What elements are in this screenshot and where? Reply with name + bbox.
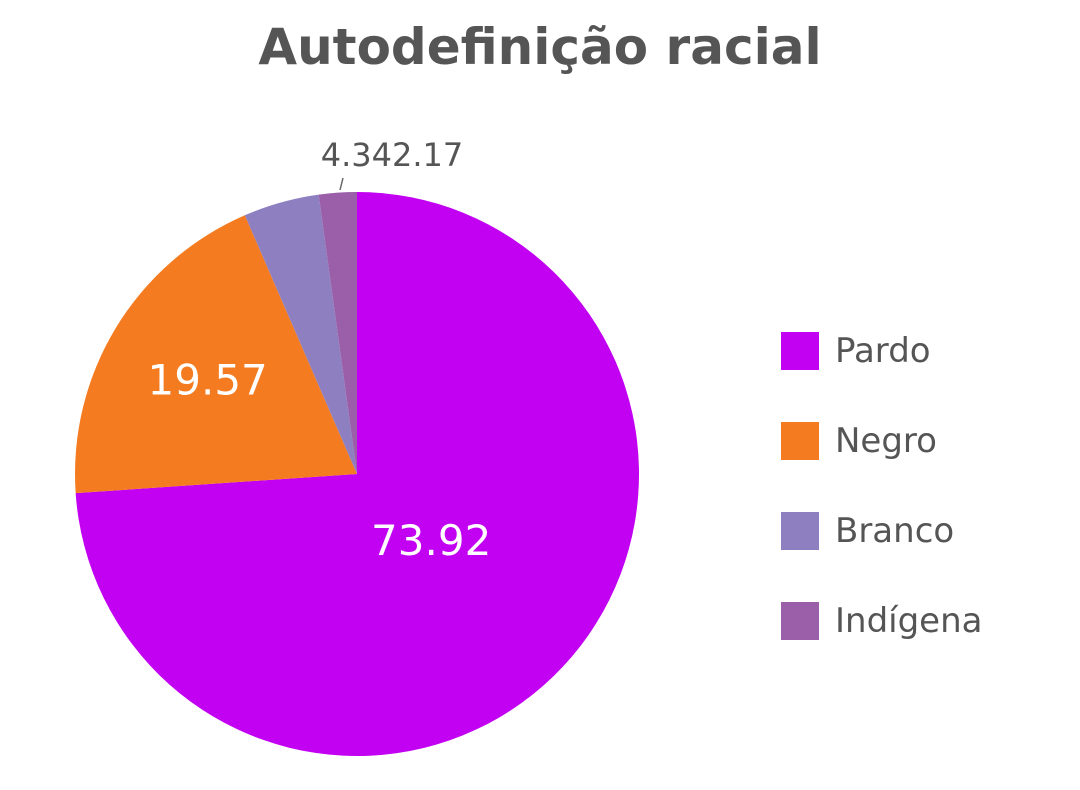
- legend-swatch-branco: [781, 512, 819, 550]
- pie-slice-indigena: [318, 192, 357, 474]
- data-label-1: 19.57: [148, 356, 268, 405]
- combined-outside-label: 4.342.17: [321, 136, 464, 174]
- pie-slice-pardo: [75, 192, 640, 757]
- legend-swatch-pardo: [781, 332, 819, 370]
- legend-label-negro: Negro: [835, 421, 937, 461]
- legend-swatch-indigena: [781, 602, 819, 640]
- pie-slices: [75, 192, 640, 757]
- leader-line: [339, 177, 344, 191]
- legend-label-pardo: Pardo: [835, 331, 931, 371]
- pie-slice-negro: [75, 215, 357, 494]
- pie-slice-branco: [244, 194, 357, 474]
- pie-data-labels: 73.92 19.57 4.342.17: [148, 136, 492, 565]
- chart-title: Autodefinição racial: [258, 18, 822, 76]
- legend-label-branco: Branco: [835, 511, 955, 551]
- legend-item-branco: Branco: [781, 486, 983, 576]
- legend-item-pardo: Pardo: [781, 306, 983, 396]
- legend-item-indigena: Indígena: [781, 576, 983, 666]
- chart-legend: Pardo Negro Branco Indígena: [781, 306, 983, 666]
- legend-item-negro: Negro: [781, 396, 983, 486]
- legend-label-indigena: Indígena: [835, 601, 983, 641]
- legend-swatch-negro: [781, 422, 819, 460]
- data-label-0: 73.92: [371, 516, 491, 565]
